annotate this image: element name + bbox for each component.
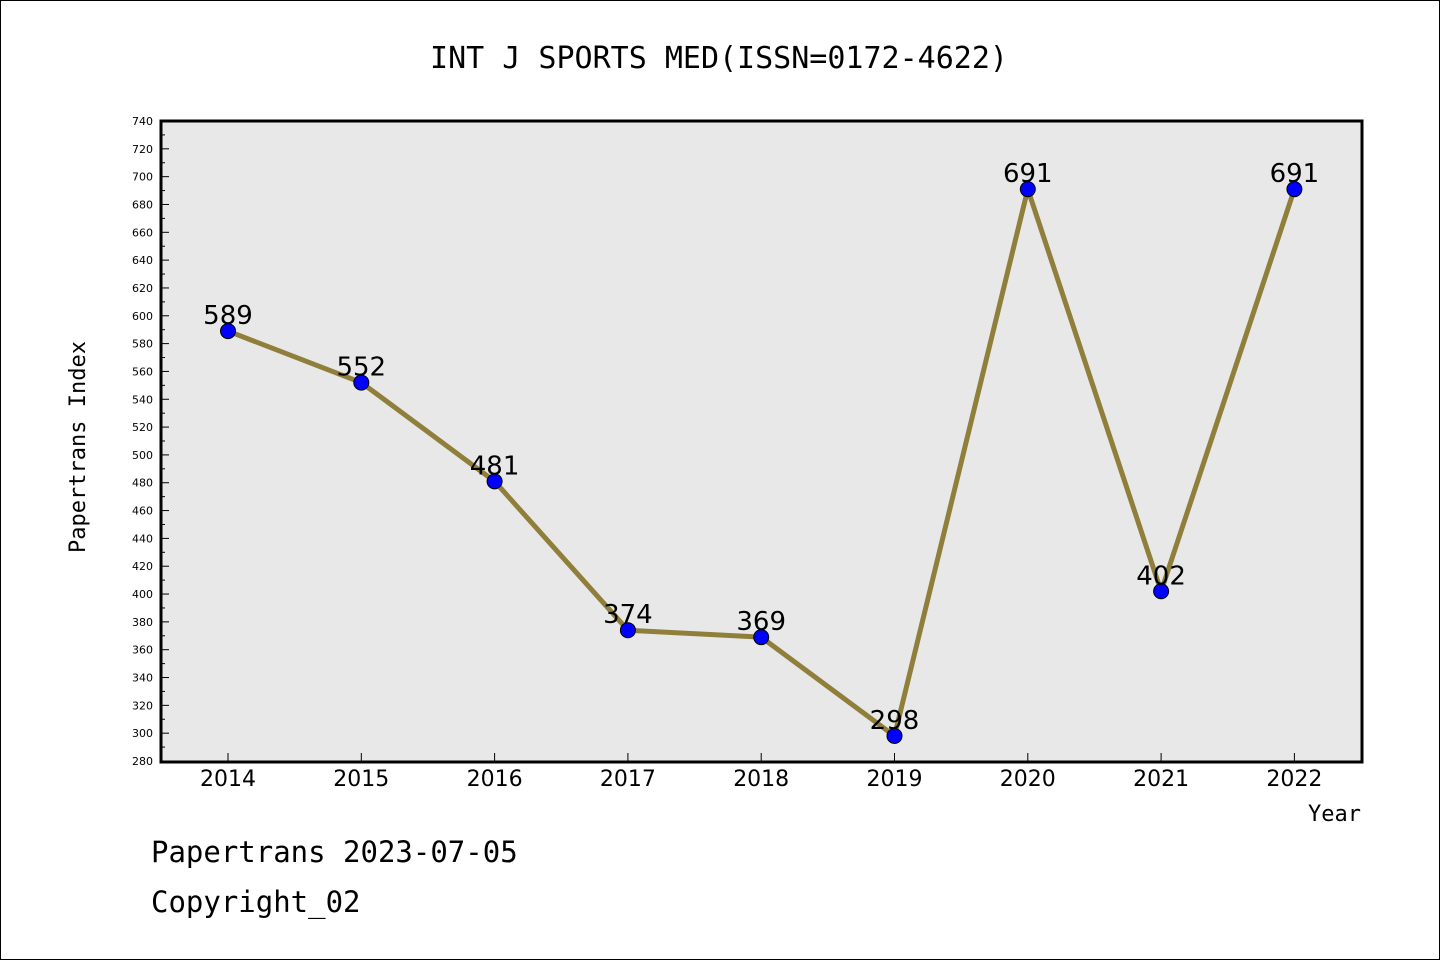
y-tick-label: 600 bbox=[132, 310, 153, 323]
footer-copyright: Copyright_02 bbox=[151, 885, 361, 919]
x-tick-label: 2017 bbox=[600, 767, 656, 792]
y-tick-label: 620 bbox=[132, 282, 153, 295]
y-tick-label: 420 bbox=[132, 560, 153, 573]
y-tick-label: 520 bbox=[132, 421, 153, 434]
data-label: 402 bbox=[1136, 561, 1186, 591]
data-point bbox=[753, 629, 770, 646]
y-tick-label: 540 bbox=[132, 393, 153, 406]
data-point bbox=[220, 323, 236, 340]
plot-area bbox=[159, 119, 1364, 764]
data-label: 298 bbox=[870, 706, 920, 736]
x-tick-label: 2020 bbox=[1000, 767, 1056, 792]
y-tick-label: 320 bbox=[132, 699, 153, 712]
y-tick-label: 680 bbox=[132, 198, 153, 211]
y-axis-label: Papertrans Index bbox=[66, 341, 91, 553]
data-label: 369 bbox=[736, 607, 786, 637]
y-tick-label: 480 bbox=[132, 477, 153, 490]
x-axis: 2014 2015 2016 2017 2018 2019 2020 2021 2022 bbox=[200, 753, 1322, 792]
x-tick-label: 2016 bbox=[467, 767, 523, 792]
x-tick-label: 2014 bbox=[200, 767, 256, 792]
data-labels: 589 552 481 374 369 298 691 402 691 bbox=[203, 159, 1319, 736]
data-point bbox=[1286, 181, 1303, 198]
y-tick-label: 560 bbox=[132, 365, 153, 378]
data-label: 552 bbox=[336, 353, 386, 383]
y-tick-label: 500 bbox=[132, 449, 153, 462]
data-point bbox=[886, 727, 903, 744]
y-tick-label: 360 bbox=[132, 644, 153, 657]
y-tick-label: 740 bbox=[132, 115, 153, 128]
y-axis: 280 300 320 340 360 380 400 420 440 460 480 500 520 5… bbox=[132, 115, 169, 768]
y-tick-label: 580 bbox=[132, 338, 153, 351]
y-tick-label: 440 bbox=[132, 532, 153, 545]
data-label: 481 bbox=[470, 451, 520, 481]
data-label: 589 bbox=[203, 301, 253, 331]
data-point bbox=[1153, 583, 1170, 600]
x-axis-label: Year bbox=[1308, 802, 1361, 827]
y-tick-label: 460 bbox=[132, 505, 153, 518]
y-tick-label: 280 bbox=[132, 755, 153, 768]
data-label: 691 bbox=[1003, 159, 1053, 189]
y-tick-label: 400 bbox=[132, 588, 153, 601]
data-point bbox=[486, 473, 503, 490]
y-tick-label: 660 bbox=[132, 226, 153, 239]
y-tick-label: 640 bbox=[132, 254, 153, 267]
y-tick-label: 380 bbox=[132, 616, 153, 629]
data-point bbox=[353, 374, 370, 391]
x-tick-label: 2022 bbox=[1266, 767, 1322, 792]
x-tick-label: 2018 bbox=[733, 767, 789, 792]
chart-title: INT J SPORTS MED(ISSN=0172-4622) bbox=[430, 41, 1008, 76]
data-point bbox=[619, 622, 636, 639]
data-label: 374 bbox=[603, 600, 653, 630]
x-tick-label: 2015 bbox=[333, 767, 389, 792]
footer-source: Papertrans 2023-07-05 bbox=[151, 835, 518, 869]
data-point bbox=[1019, 181, 1036, 198]
y-tick-label: 340 bbox=[132, 672, 153, 685]
y-tick-label: 700 bbox=[132, 171, 153, 184]
x-tick-label: 2019 bbox=[867, 767, 923, 792]
x-tick-label: 2021 bbox=[1133, 767, 1189, 792]
y-tick-label: 300 bbox=[132, 727, 153, 740]
y-tick-label: 720 bbox=[132, 143, 153, 156]
data-markers bbox=[220, 181, 1303, 744]
data-label: 691 bbox=[1270, 159, 1320, 189]
